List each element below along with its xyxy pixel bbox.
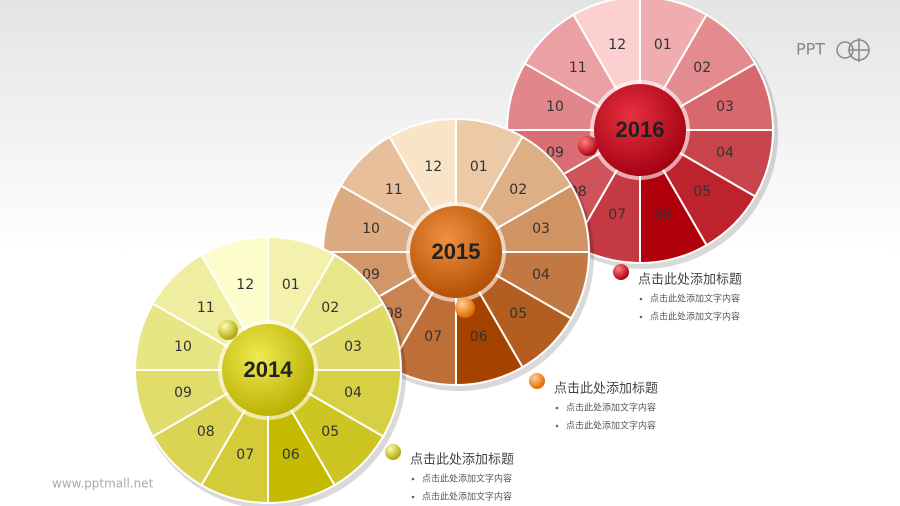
bullet-dot [639, 297, 643, 301]
center [410, 206, 502, 298]
bead [455, 298, 475, 318]
caption-bullet: 点击此处添加文字内容 [566, 402, 656, 414]
month-label: 04 [344, 385, 362, 401]
month-label: 10 [174, 339, 192, 355]
caption-bead [613, 264, 629, 280]
month-label: 11 [569, 60, 587, 76]
bead [578, 136, 598, 156]
wheels: 0102030405060708091011122016点击此处添加标题点击此处… [133, 0, 778, 506]
bullet-dot [555, 406, 559, 410]
caption-title: 点击此处添加标题 [638, 273, 742, 288]
month-label: 05 [321, 424, 339, 440]
month-label: 04 [532, 267, 550, 283]
bead [218, 320, 238, 340]
month-label: 06 [470, 329, 488, 345]
caption-bead [385, 444, 401, 460]
wheel: 01 02 03 04 05 06 07 08 09 10 11 12 2014 [133, 235, 406, 506]
month-label: 09 [174, 385, 192, 401]
month-label: 12 [608, 37, 626, 53]
bullet-dot [555, 424, 559, 428]
month-label: 05 [509, 306, 527, 322]
month-label: 02 [693, 60, 711, 76]
center [594, 84, 686, 176]
month-label: 09 [546, 145, 564, 161]
month-label: 07 [424, 329, 442, 345]
site-url: www.pptmall.net [52, 477, 154, 491]
month-label: 04 [716, 145, 734, 161]
month-label: 08 [197, 424, 215, 440]
year-label: 2016 [616, 117, 665, 142]
caption-bead [529, 373, 545, 389]
month-label: 01 [654, 37, 672, 53]
month-label: 11 [385, 182, 403, 198]
center [222, 324, 314, 416]
month-label: 06 [654, 207, 672, 223]
caption-title: 点击此处添加标题 [554, 382, 658, 397]
month-label: 10 [362, 221, 380, 237]
bullet-dot [411, 495, 415, 499]
month-label: 07 [608, 207, 626, 223]
year-label: 2014 [244, 357, 294, 382]
month-label: 01 [470, 159, 488, 175]
caption-bullet: 点击此处添加文字内容 [566, 420, 656, 432]
month-label: 03 [532, 221, 550, 237]
caption-title: 点击此处添加标题 [410, 453, 514, 468]
month-label: 05 [693, 184, 711, 200]
logo-mark [836, 38, 870, 62]
month-label: 03 [344, 339, 362, 355]
logo-text: PPT [796, 40, 825, 59]
caption-bullet: 点击此处添加文字内容 [422, 491, 512, 503]
month-label: 07 [236, 447, 254, 463]
month-label: 02 [321, 300, 339, 316]
month-label: 09 [362, 267, 380, 283]
month-label: 02 [509, 182, 527, 198]
caption-bullet: 点击此处添加文字内容 [422, 473, 512, 485]
month-label: 10 [546, 99, 564, 115]
caption-bullet: 点击此处添加文字内容 [650, 293, 740, 305]
month-label: 11 [197, 300, 215, 316]
month-label: 06 [282, 447, 300, 463]
month-label: 03 [716, 99, 734, 115]
bullet-dot [411, 477, 415, 481]
month-label: 12 [236, 277, 254, 293]
month-label: 12 [424, 159, 442, 175]
year-label: 2015 [432, 239, 481, 264]
month-label: 01 [282, 277, 300, 293]
bullet-dot [639, 315, 643, 319]
caption-bullet: 点击此处添加文字内容 [650, 311, 740, 323]
